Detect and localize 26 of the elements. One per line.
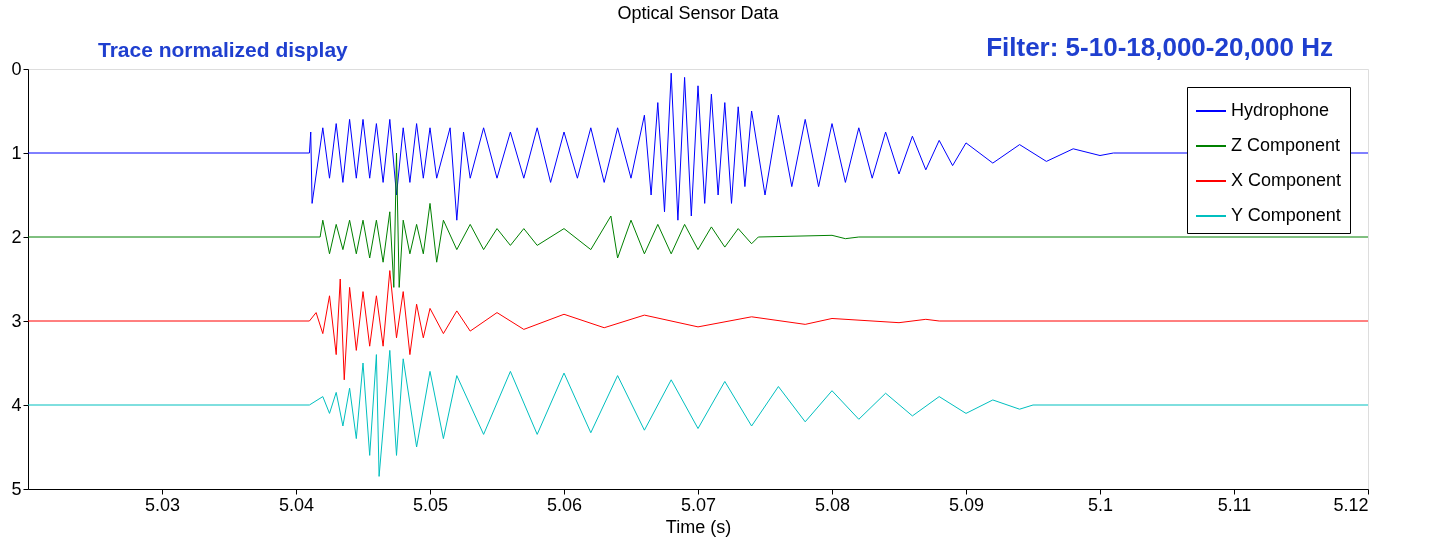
x-tick-label: 5.09	[948, 494, 985, 515]
x-tick-label: 5.06	[546, 494, 583, 515]
x-axis-title: Time (s)	[665, 516, 732, 537]
y-tick-label: 2	[11, 226, 22, 247]
x-tick-label: 5.1	[1087, 494, 1114, 515]
line-series	[27, 270, 1369, 381]
x-tick-label: 5.05	[412, 494, 449, 515]
legend-label: Z Component	[1231, 135, 1341, 155]
y-tick-label: 5	[11, 478, 22, 499]
legend-label: X Component	[1231, 170, 1342, 190]
y-tick-label: 4	[11, 394, 22, 415]
legend-label: Hydrophone	[1231, 100, 1330, 120]
x-tick-label: 5.04	[278, 494, 315, 515]
line-series	[27, 349, 1369, 477]
text: Trace normalized display	[98, 38, 349, 61]
x-tick-label: 5.08	[814, 494, 851, 515]
x-tick-label: 5.12	[1333, 494, 1369, 515]
x-tick-label: 5.03	[144, 494, 181, 515]
x-tick-label: 5.07	[680, 494, 717, 515]
chart-title: Optical Sensor Data	[617, 3, 780, 23]
text: Filter: 5-10-18,000-20,000 Hz	[986, 32, 1333, 62]
y-tick-label: 1	[11, 142, 22, 163]
legend-label: Y Component	[1231, 205, 1341, 225]
x-tick-label: 5.11	[1217, 494, 1252, 515]
y-tick-label: 3	[11, 310, 22, 331]
y-tick-label: 0	[11, 58, 22, 79]
